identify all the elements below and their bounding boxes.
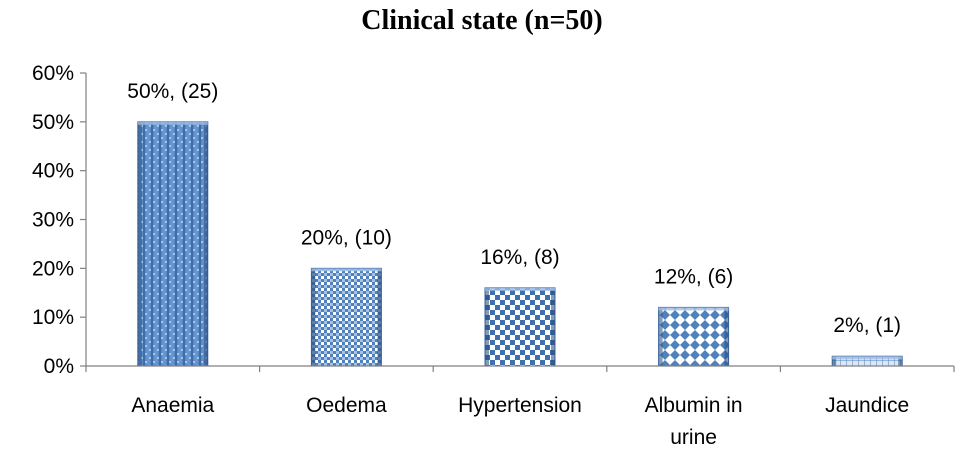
- y-tick-label: 30%: [32, 209, 74, 232]
- bar-bevel-top: [137, 121, 208, 125]
- bar-bevel-top: [832, 356, 903, 360]
- y-tick-label: 10%: [32, 306, 74, 329]
- y-tick-label: 60%: [32, 62, 74, 85]
- data-label: 12%, (6): [654, 265, 733, 288]
- bar: [310, 267, 382, 367]
- bar: [484, 287, 556, 367]
- x-axis: Anaemia Oedema Hypertension Albumin in urine…: [85, 365, 955, 449]
- data-label: 20%, (10): [301, 226, 392, 249]
- bar-bevel-left: [137, 121, 142, 366]
- data-labels-group: 50%, (25) 20%, (10) 16%, (8) 12%, (6) 2%, (1…: [127, 80, 901, 337]
- bar-bevel-top: [311, 268, 382, 272]
- data-label: 16%, (8): [480, 246, 559, 269]
- x-category-label: Oedema: [306, 394, 387, 417]
- chart-title: Clinical state (n=50): [361, 5, 603, 36]
- bar: [137, 121, 209, 367]
- data-label: 50%, (25): [127, 80, 218, 103]
- y-tick-label: 0%: [44, 355, 74, 378]
- x-category-label: urine: [670, 426, 717, 449]
- x-category-label: Jaundice: [825, 394, 909, 417]
- bar-bevel-top: [658, 307, 729, 311]
- x-category-label: Hypertension: [458, 394, 582, 417]
- data-label: 2%, (1): [833, 314, 901, 337]
- y-tick-label: 40%: [32, 160, 74, 183]
- bar: [658, 306, 730, 367]
- bar-bevel-right: [724, 307, 729, 366]
- x-category-label: Anaemia: [131, 394, 214, 417]
- y-tick-label: 50%: [32, 111, 74, 134]
- bar-bevel-left: [832, 356, 837, 366]
- bar-bevel-right: [551, 287, 555, 366]
- y-tick-label: 20%: [32, 257, 74, 280]
- bar-bevel-left: [485, 287, 489, 366]
- bar-bevel-right: [898, 356, 903, 366]
- bar-bevel-left: [311, 268, 316, 366]
- bar-bevel-top: [485, 287, 555, 291]
- bar-bevel-right: [203, 121, 208, 366]
- y-axis: 0% 10% 20% 30% 40% 50% 60%: [32, 62, 87, 378]
- bar-bevel-left: [658, 307, 663, 366]
- x-category-label: Albumin in: [645, 394, 743, 417]
- bar-bevel-right: [377, 268, 382, 366]
- bars-group: [137, 121, 903, 367]
